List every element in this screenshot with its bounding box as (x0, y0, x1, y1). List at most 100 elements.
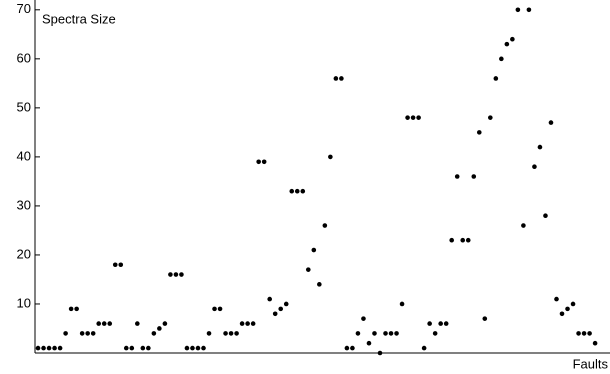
point (581, 331, 587, 336)
point (493, 76, 499, 81)
point (151, 331, 157, 336)
point (410, 115, 416, 120)
point (339, 76, 344, 81)
point (305, 267, 311, 272)
point (399, 301, 405, 307)
point (173, 272, 179, 277)
point (168, 272, 173, 277)
point (499, 56, 504, 62)
y-tick-label: 20 (17, 246, 31, 261)
point (57, 345, 63, 351)
point (361, 316, 366, 321)
point (74, 306, 79, 312)
point (68, 306, 74, 312)
point (438, 321, 443, 326)
point (35, 345, 41, 351)
point (118, 262, 124, 268)
point (576, 331, 581, 336)
point (432, 331, 438, 336)
point (146, 345, 151, 351)
y-tick-label: 10 (17, 295, 31, 310)
point (261, 159, 267, 165)
point (135, 321, 140, 326)
point (79, 331, 85, 336)
point (328, 154, 333, 160)
point (405, 115, 410, 120)
point (554, 296, 559, 302)
point (129, 345, 135, 351)
point (443, 321, 449, 326)
point (394, 331, 399, 336)
point (206, 331, 212, 336)
point (201, 345, 206, 351)
point (548, 120, 554, 125)
point (383, 331, 388, 336)
point (592, 340, 598, 346)
point (46, 345, 52, 351)
point (526, 7, 532, 13)
point (322, 223, 328, 228)
point (388, 331, 394, 336)
point (90, 331, 96, 336)
point (245, 321, 250, 326)
point (488, 115, 493, 120)
point (267, 296, 272, 302)
point (190, 345, 195, 351)
point (427, 321, 432, 326)
point (283, 301, 289, 307)
point (504, 41, 510, 47)
point (344, 345, 350, 351)
point (471, 174, 477, 179)
point (272, 311, 278, 317)
point (140, 345, 146, 351)
point (476, 130, 482, 135)
point (184, 345, 190, 351)
point (570, 301, 576, 307)
point (41, 345, 46, 351)
point (112, 262, 118, 268)
point (52, 345, 57, 351)
point (96, 321, 102, 326)
point (559, 311, 565, 317)
point (587, 331, 592, 336)
point (372, 331, 377, 336)
point (521, 223, 526, 228)
point (543, 213, 548, 219)
y-tick-label: 60 (17, 50, 31, 65)
point (350, 345, 355, 351)
point (289, 188, 295, 194)
y-tick-label: 40 (17, 148, 31, 163)
point (565, 306, 570, 312)
point (63, 331, 68, 336)
point (421, 345, 427, 351)
point (278, 306, 284, 312)
point (107, 321, 113, 326)
point (416, 115, 421, 120)
point (195, 345, 201, 351)
x-axis-label: Faults (573, 356, 609, 371)
point (537, 144, 543, 150)
point (317, 282, 322, 287)
point (465, 237, 471, 243)
point (311, 247, 317, 253)
y-tick-label: 50 (17, 99, 31, 114)
point (123, 345, 129, 351)
point (157, 326, 162, 331)
point (333, 76, 339, 81)
point (532, 164, 537, 169)
point (510, 36, 515, 42)
point (85, 331, 90, 336)
point (482, 316, 488, 321)
point (300, 188, 306, 194)
point (101, 321, 107, 326)
point (250, 321, 256, 326)
point (460, 237, 466, 243)
point (234, 331, 239, 336)
point (228, 331, 234, 336)
point (454, 174, 460, 179)
y-tick-label: 30 (17, 197, 31, 212)
point (162, 321, 168, 326)
y-tick-label: 70 (17, 1, 31, 16)
